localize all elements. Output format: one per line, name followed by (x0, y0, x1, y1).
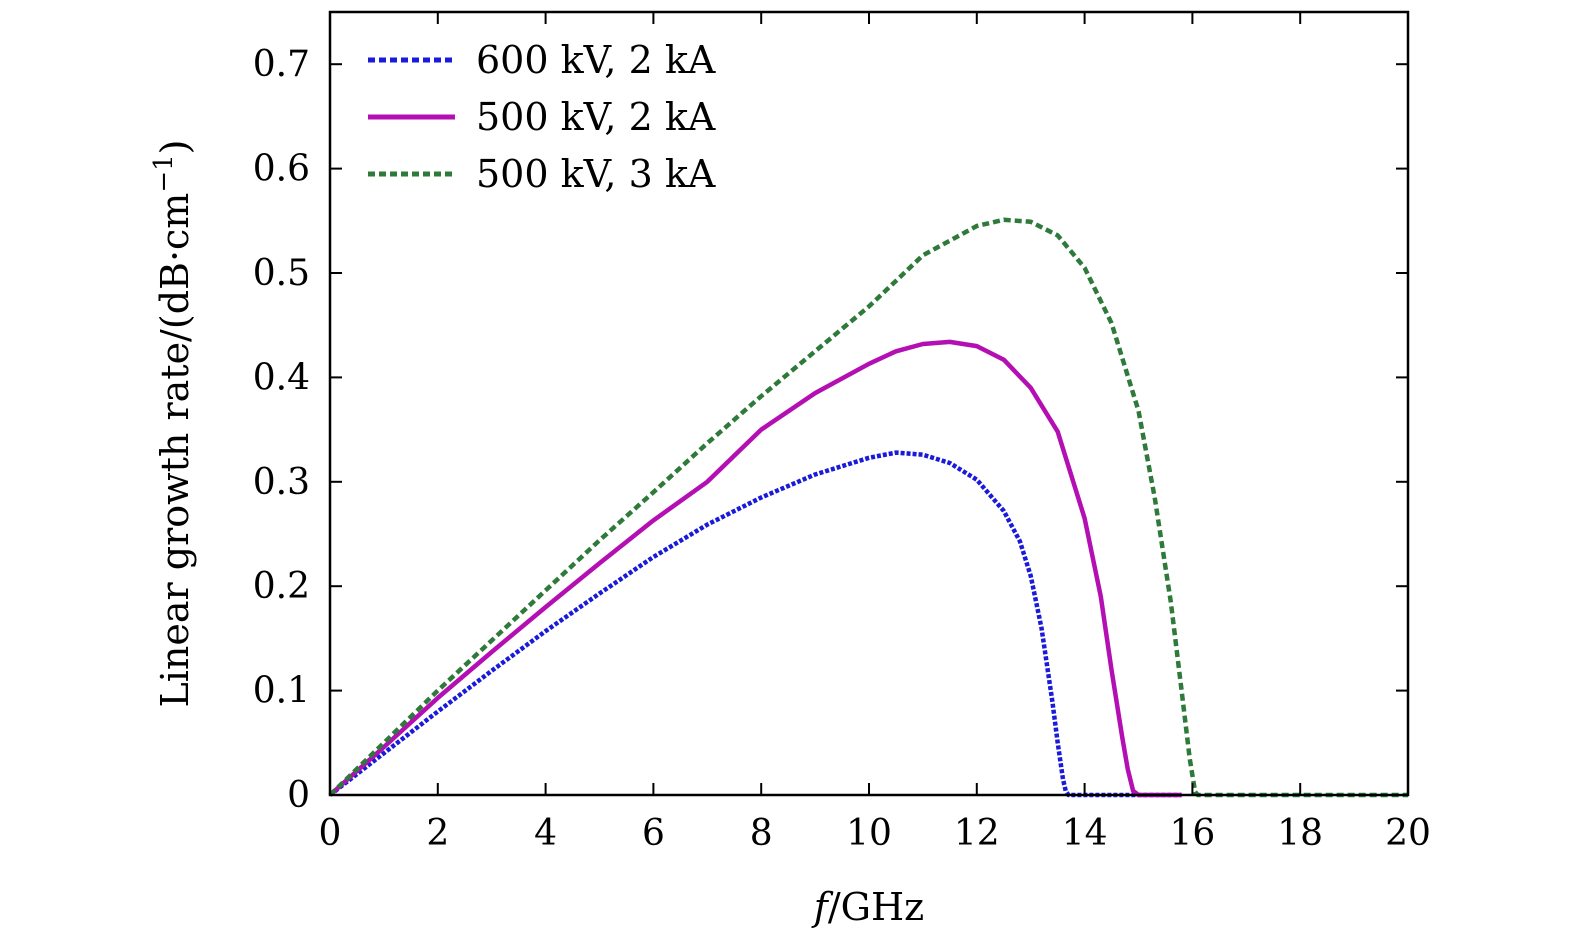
x-tick-label: 6 (642, 813, 665, 854)
y-tick-label: 0.1 (253, 671, 310, 712)
y-tick-label: 0.5 (253, 253, 310, 294)
x-tick-label: 16 (1169, 813, 1215, 854)
ticks-layer: 0 2 4 6 8 10 12 14 16 18 20 0 0.1 0.2 0.3 0.4 0.5 0.6 0.7 (253, 12, 1431, 854)
y-axis-title: Linear growth rate/(dB·cm−1) (149, 140, 197, 708)
y-tick-label: 0 (287, 775, 310, 816)
legend-label-3: 500 kV, 3 kA (476, 152, 716, 196)
series-layer (328, 217, 1408, 798)
x-axis-title-rest: /GHz (828, 885, 924, 929)
x-tick-label: 2 (426, 813, 449, 854)
x-tick-label: 4 (534, 813, 557, 854)
legend: 600 kV, 2 kA 500 kV, 2 kA 500 kV, 3 kA (368, 38, 716, 196)
y-tick-label: 0.6 (253, 149, 310, 190)
legend-label-1: 600 kV, 2 kA (476, 38, 716, 82)
x-tick-label: 14 (1062, 813, 1108, 854)
x-tick-label: 0 (319, 813, 342, 854)
y-axis-title-close: ) (153, 140, 197, 155)
legend-label-2: 500 kV, 2 kA (476, 95, 716, 139)
x-tick-label: 18 (1277, 813, 1323, 854)
series-line-1 (328, 450, 1182, 798)
y-axis-title-exponent: −1 (149, 154, 179, 192)
y-tick-label: 0.3 (253, 462, 310, 503)
y-tick-label: 0.2 (253, 566, 310, 607)
x-tick-label: 12 (954, 813, 1000, 854)
y-tick-label: 0.4 (253, 357, 310, 398)
y-axis-title-main: Linear growth rate/(dB·cm (153, 193, 197, 708)
x-tick-label: 8 (750, 813, 773, 854)
x-tick-label: 20 (1385, 813, 1431, 854)
series-line-2 (328, 339, 1182, 798)
x-tick-label: 10 (846, 813, 892, 854)
series-line-3 (328, 217, 1408, 798)
x-axis-title: f/GHz (811, 885, 924, 929)
y-tick-label: 0.7 (253, 44, 310, 85)
